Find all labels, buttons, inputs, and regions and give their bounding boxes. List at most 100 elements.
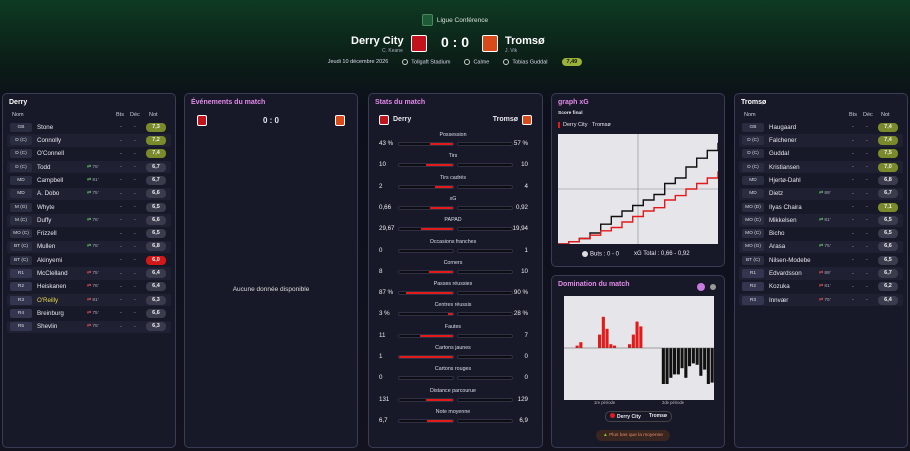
- player-name[interactable]: Kozuka: [769, 283, 790, 291]
- player-row[interactable]: D (C) O'Connell - - 7,4: [7, 148, 171, 161]
- dom-legend-away[interactable]: Tromsø: [649, 413, 667, 420]
- stat-label: Occasions franches: [429, 238, 477, 245]
- stat-away-bar: [457, 333, 513, 338]
- player-name[interactable]: Guddal: [769, 150, 789, 158]
- player-name[interactable]: Mullen: [37, 243, 56, 251]
- stat-label: Passes réussies: [433, 281, 473, 288]
- player-row[interactable]: MO (C) Frizzell - - 6,5: [7, 227, 171, 240]
- home-team-name[interactable]: Derry City: [351, 35, 404, 47]
- player-name[interactable]: Mikkelsen: [769, 216, 797, 224]
- player-row[interactable]: MD A. Dobo ⇄ 75' - - 6,6: [7, 187, 171, 201]
- player-name[interactable]: Duffy: [37, 216, 52, 224]
- player-name[interactable]: Frizzell: [37, 230, 57, 238]
- player-name[interactable]: Arasa: [769, 243, 786, 251]
- sub-arrow-icon: ⇄: [819, 297, 825, 303]
- player-row[interactable]: MD Hjertø-Dahl - - 6,8: [739, 174, 903, 187]
- player-name[interactable]: Haugaard: [769, 123, 797, 131]
- player-name[interactable]: Kristiansen: [769, 163, 800, 171]
- player-row[interactable]: R3 O'Reilly ⇄ 81' - - 6,3: [7, 293, 171, 307]
- player-name[interactable]: Hjertø-Dahl: [769, 176, 801, 184]
- player-row[interactable]: D (C) Todd ⇄ 75' - - 6,7: [7, 160, 171, 174]
- player-name[interactable]: Todd: [37, 163, 51, 171]
- player-decisive: -: [866, 124, 868, 131]
- player-name[interactable]: Akinyemi: [37, 256, 63, 264]
- player-row[interactable]: MO (G) Arasa ⇄ 75' - - 6,6: [739, 240, 903, 254]
- player-row[interactable]: M (G) Whyte - - 6,5: [7, 201, 171, 214]
- player-name[interactable]: Shevlin: [37, 323, 58, 331]
- player-position: GB: [742, 122, 764, 132]
- stat-home-bar: [398, 142, 454, 146]
- player-name[interactable]: Breinburg: [37, 309, 64, 317]
- player-name[interactable]: McClelland: [37, 270, 68, 278]
- stat-label: Tirs: [448, 153, 458, 160]
- home-coach[interactable]: C. Keane: [382, 48, 403, 54]
- xg-legend-away[interactable]: Tromsø: [592, 122, 611, 128]
- player-name[interactable]: Heiskanen: [37, 283, 67, 291]
- player-name[interactable]: Innvær: [769, 296, 789, 304]
- dom-legend-home[interactable]: Derry City: [610, 413, 641, 420]
- player-row[interactable]: R2 Kozuka ⇄ 81' - - 6,2: [739, 281, 903, 294]
- player-row[interactable]: MD Campbell ⇄ 81' - - 6,7: [7, 174, 171, 187]
- player-name[interactable]: A. Dobo: [37, 190, 60, 198]
- stat-away-value: 57 %: [513, 140, 528, 147]
- player-name[interactable]: Edvardsson: [769, 270, 802, 278]
- player-position: D (C): [742, 149, 764, 159]
- player-row[interactable]: M (C) Duffy ⇄ 76' - - 6,6: [7, 214, 171, 227]
- below-average-button[interactable]: ▲ Plus bas que la moyenne: [596, 430, 670, 441]
- player-row[interactable]: MD Dietz ⇄ 89' - - 6,7: [739, 187, 903, 201]
- player-decisive: -: [866, 150, 868, 157]
- player-name[interactable]: O'Connell: [37, 150, 64, 158]
- player-row[interactable]: MO (C) Mikkelsen ⇄ 81' - - 6,5: [739, 214, 903, 227]
- player-row[interactable]: D (C) Guddal - - 7,5: [739, 148, 903, 161]
- player-position: M (G): [10, 202, 32, 212]
- toggle-dot-active[interactable]: [697, 283, 705, 291]
- player-name[interactable]: Campbell: [37, 176, 64, 184]
- home-crest-icon[interactable]: [411, 35, 427, 52]
- player-position: D (C): [742, 136, 764, 146]
- player-name[interactable]: Connolly: [37, 137, 62, 145]
- referee[interactable]: Tobias Guddal: [503, 58, 548, 65]
- substitution-minute: ⇄ 75': [87, 311, 99, 316]
- stat-home-value: 131: [379, 395, 390, 403]
- player-name[interactable]: Dietz: [769, 190, 784, 198]
- stat-away-value: 1: [524, 246, 528, 254]
- player-position: R3: [742, 295, 764, 305]
- player-row[interactable]: BT (C) Akinyemi - - 6,0: [7, 254, 171, 267]
- xg-legend-home[interactable]: Derry City: [558, 122, 587, 128]
- player-name[interactable]: Ilyas Chaira: [769, 203, 802, 211]
- player-row[interactable]: MO (C) Bicho - - 6,5: [739, 227, 903, 240]
- player-row[interactable]: R1 McClelland ⇄ 75' - - 6,4: [7, 267, 171, 280]
- toggle-dot[interactable]: [710, 284, 716, 290]
- player-row[interactable]: BT (C) Nilsen-Modebe - - 6,5: [739, 254, 903, 267]
- away-coach[interactable]: J. Vik: [505, 48, 518, 54]
- player-row[interactable]: GB Stone - - 7,3: [7, 121, 171, 134]
- player-row[interactable]: MO (D) Ilyas Chaira - - 7,1: [739, 201, 903, 214]
- player-row[interactable]: R4 Breinburg ⇄ 75' - - 6,6: [7, 307, 171, 320]
- stat-away-fill: [458, 270, 489, 273]
- player-name[interactable]: Bicho: [769, 230, 785, 238]
- player-rating: 6,8: [146, 242, 166, 252]
- stadium[interactable]: Tollgaft Stadium: [402, 58, 450, 65]
- player-row[interactable]: R2 Heiskanen ⇄ 76' - - 6,4: [7, 281, 171, 294]
- player-name[interactable]: Whyte: [37, 203, 55, 211]
- stat-home-bar: [398, 397, 454, 402]
- player-row[interactable]: R3 Innvær ⇄ 75' - - 6,4: [739, 293, 903, 307]
- player-row[interactable]: R1 Edvardsson ⇄ 89' - - 6,7: [739, 267, 903, 280]
- player-name[interactable]: O'Reilly: [37, 296, 59, 304]
- player-name[interactable]: Stone: [37, 123, 54, 131]
- player-name[interactable]: Nilsen-Modebe: [769, 256, 811, 264]
- player-row[interactable]: R5 Shevlin ⇄ 75' - - 6,3: [7, 320, 171, 334]
- player-row[interactable]: D (C) Falchener - - 7,4: [739, 134, 903, 147]
- player-row[interactable]: GB Haugaard - - 7,4: [739, 121, 903, 134]
- stat-away-value: 6,9: [519, 416, 528, 424]
- player-position: MD: [742, 189, 764, 199]
- away-crest-icon[interactable]: [482, 35, 498, 52]
- player-row[interactable]: D (C) Kristiansen - - 7,0: [739, 160, 903, 174]
- stat-away-bar: [457, 184, 513, 189]
- player-row[interactable]: BT (C) Mullen ⇄ 75' - - 6,8: [7, 240, 171, 254]
- away-team-name[interactable]: Tromsø: [505, 35, 545, 47]
- player-row[interactable]: D (C) Connolly - - 7,2: [7, 134, 171, 147]
- player-name[interactable]: Falchener: [769, 137, 797, 145]
- domination-away-bar: [710, 348, 714, 383]
- competition[interactable]: Ligue Conférence: [0, 14, 910, 26]
